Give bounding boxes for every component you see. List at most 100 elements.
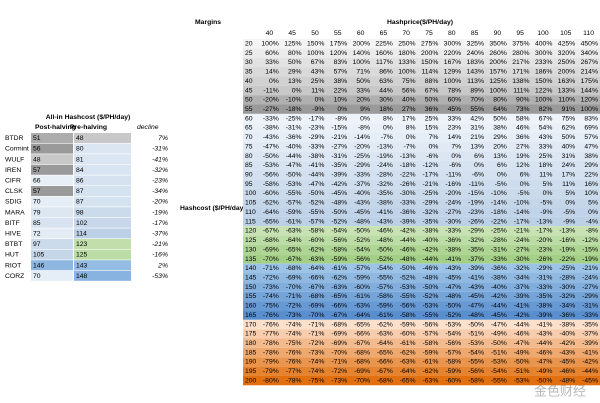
margin-cell: 24% bbox=[562, 162, 576, 169]
margin-cell: -36% bbox=[559, 312, 575, 319]
hashcost-label: 130 bbox=[245, 246, 257, 253]
margin-cell: -11% bbox=[469, 181, 484, 188]
margin-cell: 100% bbox=[261, 40, 278, 47]
hashcost-label: 85 bbox=[245, 162, 253, 169]
margin-cell: -26% bbox=[468, 218, 484, 225]
pre-cell bbox=[74, 196, 131, 207]
margin-cell: -38% bbox=[491, 274, 507, 281]
hashcost-label: 95 bbox=[245, 181, 253, 188]
margin-cell: 138% bbox=[512, 78, 529, 85]
margin-cell: -60% bbox=[263, 190, 279, 197]
margin-cell: -65% bbox=[286, 246, 302, 253]
row-background bbox=[243, 366, 600, 376]
company: CLSK bbox=[5, 188, 23, 195]
margin-cell: -39% bbox=[468, 265, 484, 272]
margin-cell: -79% bbox=[263, 368, 279, 375]
margin-cell: -46% bbox=[400, 246, 416, 253]
margin-cell: 7% bbox=[451, 143, 461, 150]
margin-cell: -33% bbox=[491, 256, 507, 263]
company: BITF bbox=[5, 220, 20, 227]
hashcost-label: 60 bbox=[245, 115, 253, 122]
margin-cell: -18% bbox=[400, 162, 416, 169]
margin-cell: 9% bbox=[360, 106, 370, 113]
margin-cell: -48% bbox=[400, 256, 416, 263]
margin-cell: -60% bbox=[400, 331, 416, 338]
pre-cell bbox=[74, 143, 131, 154]
margin-cell: -74% bbox=[263, 293, 279, 300]
margin-cell: -5% bbox=[563, 209, 575, 216]
margin-cell: -67% bbox=[309, 284, 325, 291]
margin-cell: -69% bbox=[263, 246, 279, 253]
margin-cell: -57% bbox=[286, 200, 302, 207]
row-background bbox=[243, 141, 600, 152]
margin-cell: -35% bbox=[423, 218, 439, 225]
margin-cell: -55% bbox=[309, 209, 325, 216]
margin-cell: -38% bbox=[445, 246, 461, 253]
margin-cell: 29% bbox=[288, 69, 302, 76]
margin-cell: 100% bbox=[398, 69, 415, 76]
watermark: 金色财经 bbox=[534, 383, 586, 398]
margin-cell: -61% bbox=[286, 218, 302, 225]
margin-cell: -43% bbox=[377, 218, 393, 225]
margin-cell: -64% bbox=[400, 368, 416, 375]
margin-cell: 120% bbox=[330, 50, 347, 57]
margin-cell: 33% bbox=[356, 87, 370, 94]
row-background bbox=[243, 188, 600, 199]
margin-cell: -80% bbox=[263, 377, 279, 384]
margin-cell: -45% bbox=[468, 293, 484, 300]
row-background bbox=[243, 95, 600, 105]
margin-cell: -77% bbox=[286, 368, 302, 375]
margin-cell: -71% bbox=[309, 331, 325, 338]
margin-cell: -42% bbox=[582, 359, 598, 366]
margin-cell: 117% bbox=[376, 59, 393, 66]
margin-cell: 25% bbox=[311, 78, 325, 85]
margin-cell: 36% bbox=[516, 134, 530, 141]
margin-cell: 64% bbox=[493, 106, 507, 113]
company: Cormint bbox=[5, 146, 29, 153]
row-background bbox=[243, 104, 600, 114]
margin-cell: 27% bbox=[402, 106, 416, 113]
margin-cell: 100% bbox=[489, 87, 506, 94]
margin-cell: -12% bbox=[582, 237, 598, 244]
post-halving: 70 bbox=[33, 273, 41, 280]
margin-cell: -61% bbox=[354, 293, 370, 300]
row-background bbox=[243, 235, 600, 245]
margin-cell: 13% bbox=[470, 143, 484, 150]
margin-cell: 0% bbox=[337, 106, 347, 113]
margin-cell: 50% bbox=[425, 97, 439, 104]
row-background bbox=[243, 67, 600, 77]
margin-cell: -33% bbox=[537, 284, 553, 291]
margin-cell: 425% bbox=[558, 40, 575, 47]
margin-cell: 113% bbox=[467, 78, 484, 85]
margin-cell: -4% bbox=[586, 218, 598, 225]
margin-cell: -5% bbox=[518, 190, 530, 197]
hashcost-label: 30 bbox=[245, 59, 253, 66]
margin-cell: 12% bbox=[516, 162, 530, 169]
margin-cell: -31% bbox=[582, 303, 598, 310]
margin-cell: 21% bbox=[470, 134, 484, 141]
pre-cell bbox=[74, 239, 131, 249]
margin-cell: -37% bbox=[514, 284, 530, 291]
margin-cell: 200% bbox=[558, 69, 575, 76]
margin-cell: 40% bbox=[562, 143, 576, 150]
margin-cell: -31% bbox=[331, 153, 347, 160]
pre-halving: 80 bbox=[76, 146, 84, 153]
margin-cell: 67% bbox=[311, 59, 325, 66]
margin-cell: 44% bbox=[379, 87, 393, 94]
margin-cell: -22% bbox=[400, 172, 416, 179]
margin-cell: -16% bbox=[445, 181, 461, 188]
pre-halving: 114 bbox=[76, 230, 87, 237]
margin-cell: -6% bbox=[472, 172, 484, 179]
margin-cell: 0% bbox=[474, 162, 484, 169]
margin-cell: 300% bbox=[444, 40, 461, 47]
margin-cell: -60% bbox=[445, 377, 461, 384]
hashcost-label: 180 bbox=[245, 340, 257, 347]
margin-cell: -34% bbox=[514, 274, 530, 281]
margin-cell: 47% bbox=[584, 143, 598, 150]
margin-cell: 80% bbox=[288, 50, 302, 57]
margin-cell: -39% bbox=[331, 172, 347, 179]
margin-cell: -63% bbox=[331, 284, 347, 291]
margin-cell: -61% bbox=[400, 340, 416, 347]
margin-cell: -36% bbox=[491, 265, 507, 272]
